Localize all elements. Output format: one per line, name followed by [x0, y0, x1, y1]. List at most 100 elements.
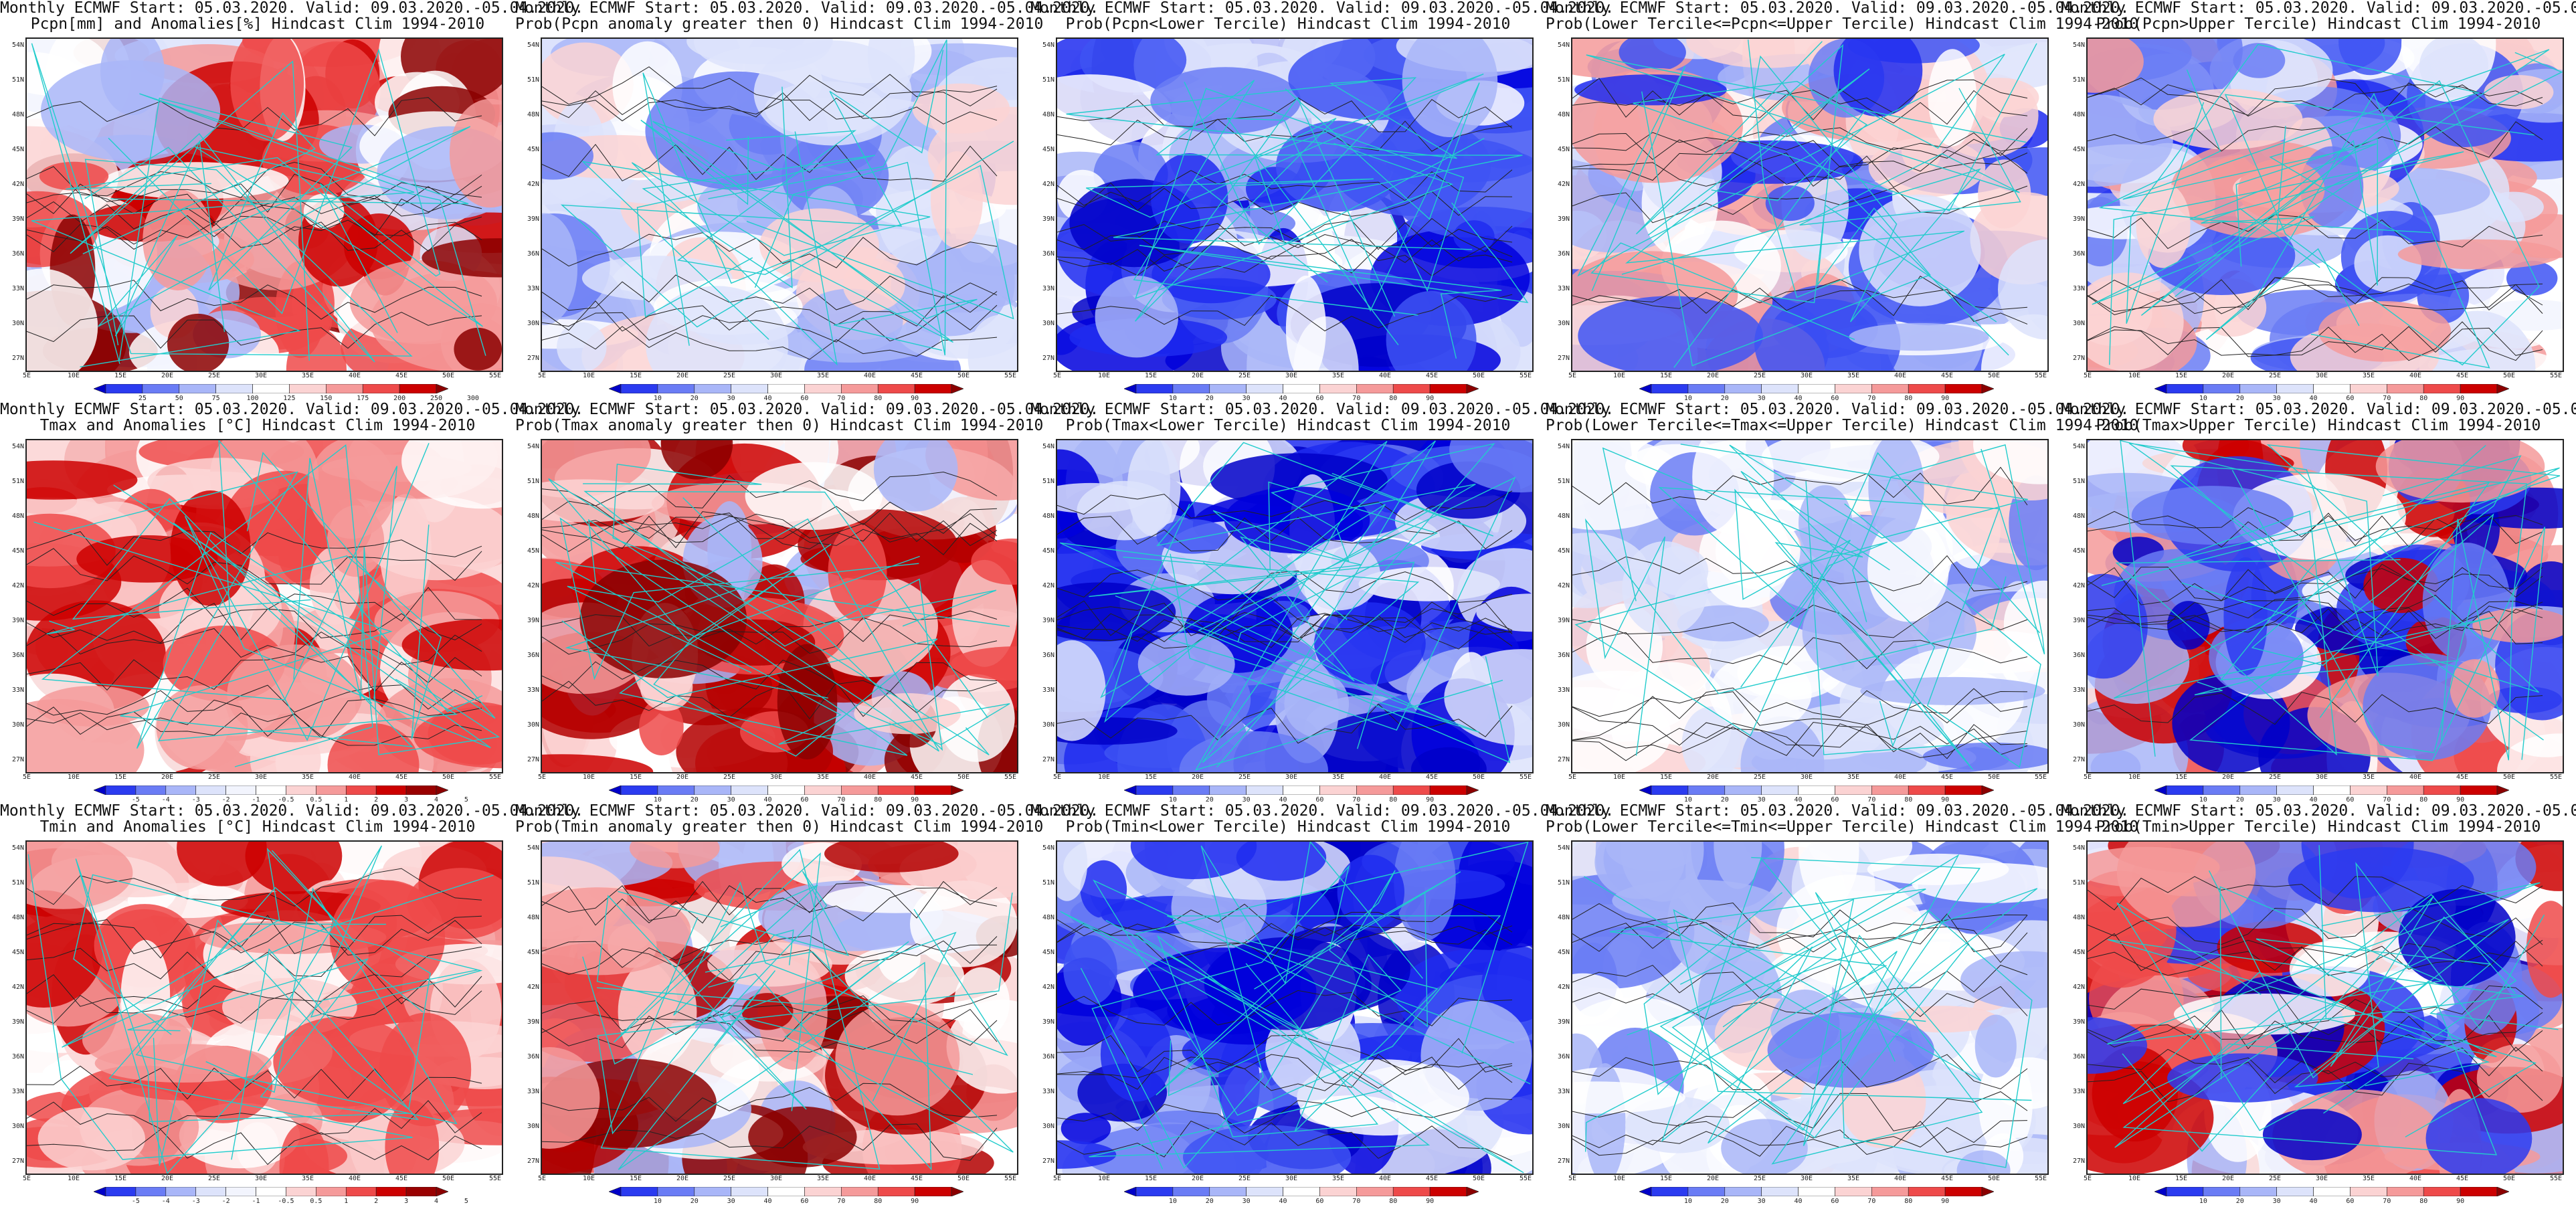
- lat-label: 54N: [1042, 41, 1054, 49]
- field-patch: [1236, 842, 1327, 881]
- lat-label: 27N: [2072, 756, 2085, 763]
- lat-label: 45N: [1042, 547, 1054, 555]
- field-patch: [1314, 602, 1426, 684]
- field-patch: [1444, 649, 1532, 746]
- lat-label: 48N: [527, 914, 539, 921]
- contour-line: [542, 513, 998, 543]
- colorbar-tick-label: 60: [800, 796, 809, 804]
- contour-line: [1572, 913, 2028, 953]
- forecast-panel-tmin-2: Monthly ECMWF Start: 05.03.2020. Valid: …: [515, 803, 1099, 1205]
- lon-label: 25E: [207, 1175, 221, 1182]
- colorbar-tick-label: 20: [1205, 1198, 1214, 1205]
- colorbar-segment: [731, 1187, 768, 1196]
- lon-label: 45E: [395, 773, 408, 781]
- lat-label: 51N: [11, 76, 24, 84]
- lat-label: 45N: [527, 547, 539, 555]
- lat-label: 45N: [1042, 949, 1054, 956]
- colorbar-tick-label: 90: [911, 796, 919, 804]
- colorbar-tick-label: 60: [1831, 395, 1839, 402]
- lon-label: 25E: [2268, 1175, 2282, 1182]
- contour-line: [1572, 1121, 2028, 1157]
- colorbar: [94, 384, 448, 393]
- contour-line: [2088, 567, 2543, 606]
- contour-line: [2088, 876, 2543, 911]
- colorbar-segment: [286, 1187, 316, 1196]
- colorbar-tick-label: -1: [252, 796, 260, 804]
- lat-label: 42N: [2072, 984, 2085, 991]
- lon-label: 50E: [2502, 1175, 2516, 1182]
- field-patch: [1077, 480, 1172, 541]
- colorbar-tick-label: 70: [837, 1198, 846, 1205]
- field-patch: [379, 494, 432, 607]
- colorbar-tick-label: 80: [2419, 1198, 2428, 1205]
- lat-label: 39N: [1557, 215, 1570, 223]
- colorbar-tick-label: 90: [2456, 796, 2465, 804]
- field-patch: [557, 322, 607, 371]
- colorbar-tick-label: 10: [653, 1198, 662, 1205]
- contour-line: [542, 304, 998, 343]
- field-patch: [854, 693, 961, 735]
- lat-label: 36N: [527, 652, 539, 659]
- colorbar-segment: [1835, 785, 1872, 795]
- field-patch: [937, 674, 1015, 762]
- lon-label: 35E: [1847, 773, 1860, 781]
- field-patch: [2397, 239, 2561, 270]
- contour-line: [1572, 555, 2028, 591]
- map-canvas: [542, 440, 1017, 772]
- lat-label: 54N: [11, 443, 24, 450]
- lat-label: 45N: [1042, 146, 1054, 153]
- lat-label: 51N: [1557, 478, 1570, 485]
- lat-label: 39N: [2072, 617, 2085, 624]
- lon-label: 5E: [537, 773, 547, 781]
- colorbar-segment: [841, 785, 879, 795]
- lon-label: 10E: [582, 1175, 595, 1182]
- contour-line: [542, 1083, 998, 1122]
- colorbar-tick-label: 90: [2456, 1198, 2465, 1205]
- lon-label: 55E: [1519, 1175, 1532, 1182]
- panel-title-line2: Tmin and Anomalies [°C] Hindcast Clim 19…: [39, 818, 476, 836]
- country-border: [1212, 443, 1495, 768]
- colorbar-tick-label: 125: [283, 395, 296, 402]
- field-patch: [2262, 1109, 2362, 1161]
- lon-label: 55E: [2034, 1175, 2047, 1182]
- colorbar-tick-label: 70: [2383, 395, 2391, 402]
- colorbar-segment: [1283, 785, 1320, 795]
- colorbar-segment: [2460, 384, 2498, 393]
- lon-label: 40E: [1378, 1175, 1392, 1182]
- forecast-map: [1571, 840, 2049, 1175]
- colorbar-tick-label: -4: [161, 796, 170, 804]
- lat-label: 51N: [1042, 879, 1054, 887]
- field-patch: [1710, 654, 1812, 732]
- field-patch: [891, 238, 1008, 337]
- lat-label: 42N: [1042, 582, 1054, 589]
- lon-label: 5E: [1052, 773, 1062, 781]
- lat-label: 42N: [527, 582, 539, 589]
- lon-label: 25E: [1238, 372, 1251, 379]
- field-patch: [759, 208, 879, 282]
- map-canvas: [1057, 842, 1532, 1174]
- contour-line: [542, 994, 998, 1031]
- country-border: [66, 146, 486, 356]
- country-border: [1066, 77, 1457, 245]
- colorbar-segment: [1135, 384, 1174, 393]
- field-patch: [94, 1044, 272, 1083]
- lon-label: 30E: [2315, 773, 2328, 781]
- colorbar-tick-label: 0.5: [310, 1198, 323, 1205]
- country-border: [1649, 857, 1898, 1142]
- lon-label: 25E: [2268, 773, 2282, 781]
- lat-label: 36N: [11, 652, 24, 659]
- lon-label: 15E: [629, 372, 642, 379]
- country-border: [2122, 895, 2517, 1152]
- lat-label: 51N: [1042, 76, 1054, 84]
- country-border: [1170, 476, 1516, 763]
- lon-label: 10E: [67, 372, 80, 379]
- colorbar-tick-label: 40: [1794, 1198, 1803, 1205]
- colorbar-tick-label: 5: [464, 796, 468, 804]
- lat-label: 33N: [527, 285, 539, 292]
- colorbar-tick-label: 75: [211, 395, 220, 402]
- lat-label: 33N: [1042, 686, 1054, 694]
- lat-label: 42N: [11, 181, 24, 188]
- lat-label: 45N: [2072, 547, 2085, 555]
- colorbar-segment: [1761, 1187, 1799, 1196]
- colorbar-tick-label: 60: [1831, 1198, 1839, 1205]
